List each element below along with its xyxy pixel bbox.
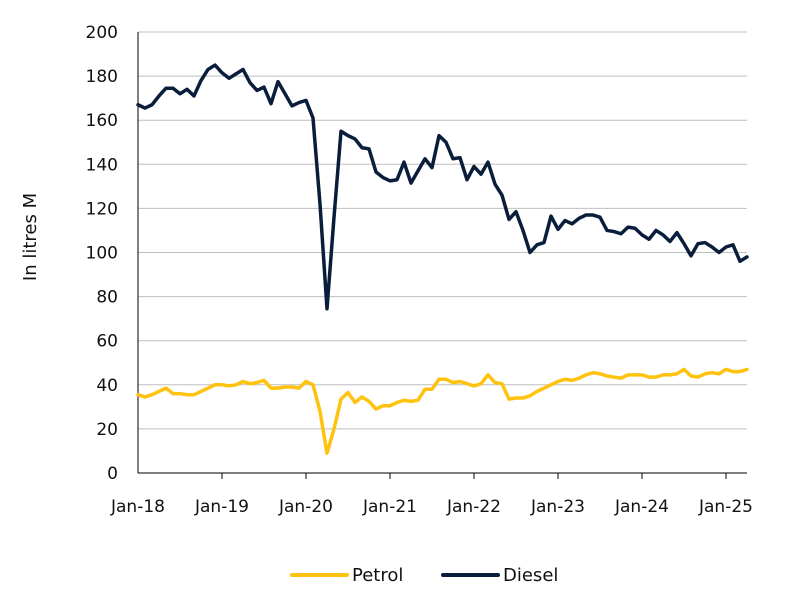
y-tick-label: 180 — [86, 67, 118, 87]
y-tick-label: 200 — [86, 23, 118, 43]
x-tick-label: Jan-19 — [194, 497, 249, 517]
x-tick-label: Jan-25 — [698, 497, 753, 517]
y-axis-ticks: 0 20 40 60 80 100 120 140 160 180 200 — [86, 23, 118, 484]
y-tick-label: 100 — [86, 244, 118, 264]
x-tick-label: Jan-22 — [446, 497, 501, 517]
x-tick-label: Jan-20 — [278, 497, 333, 517]
y-tick-label: 160 — [86, 111, 118, 131]
x-tick-label: Jan-23 — [530, 497, 585, 517]
x-axis-ticks: Jan-18 Jan-19 Jan-20 Jan-21 Jan-22 Jan-23 Jan-… — [110, 473, 753, 517]
x-tick-label: Jan-24 — [614, 497, 669, 517]
y-tick-label: 120 — [86, 199, 118, 219]
legend-label-petrol: Petrol — [352, 565, 403, 586]
legend-label-diesel: Diesel — [503, 565, 558, 586]
series-line-diesel — [136, 63, 749, 311]
x-tick-label: Jan-21 — [362, 497, 417, 517]
y-axis-title: In litres M — [20, 193, 41, 281]
y-tick-label: 140 — [86, 155, 118, 175]
x-tick-label: Jan-18 — [110, 497, 165, 517]
y-tick-label: 60 — [96, 332, 118, 352]
y-tick-label: 0 — [107, 464, 118, 484]
series-line-petrol — [136, 367, 749, 455]
series-lines — [136, 63, 749, 455]
y-tick-label: 40 — [96, 376, 118, 396]
y-tick-label: 80 — [96, 288, 118, 308]
y-tick-label: 20 — [96, 420, 118, 440]
legend: Petrol Diesel — [290, 565, 558, 586]
